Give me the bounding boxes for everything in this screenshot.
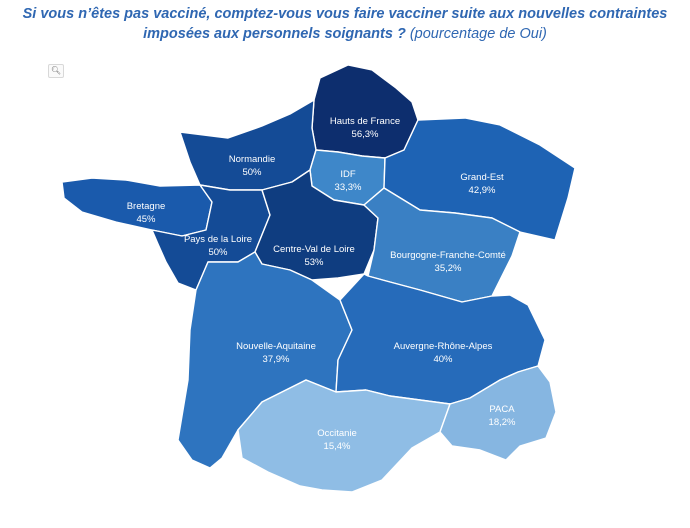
- region-name-occitanie: Occitanie: [317, 428, 357, 439]
- title-line-1: Si vous n’êtes pas vacciné, comptez-vous…: [22, 6, 668, 22]
- region-value-normandie: 50%: [242, 167, 262, 178]
- region-value-paca: 18,2%: [489, 417, 516, 428]
- title-suffix: (pourcentage de Oui): [409, 26, 547, 42]
- region-name-bourgogne-franche-comte: Bourgogne-Franche-Comté: [390, 250, 506, 261]
- zoom-button[interactable]: 🔍︎: [48, 64, 64, 78]
- region-hauts-de-france[interactable]: [311, 64, 419, 159]
- title-question: imposées aux personnels soignants ?: [143, 26, 406, 42]
- region-name-grand-est: Grand-Est: [460, 172, 504, 183]
- map-title: Si vous n’êtes pas vacciné, comptez-vous…: [0, 4, 690, 44]
- region-name-idf: IDF: [340, 169, 356, 180]
- region-value-hauts-de-france: 56,3%: [352, 129, 379, 140]
- region-value-nouvelle-aquitaine: 37,9%: [263, 354, 290, 365]
- region-value-pays-de-la-loire: 50%: [208, 247, 228, 258]
- region-value-centre-val-de-loire: 53%: [304, 257, 324, 268]
- region-value-bourgogne-franche-comte: 35,2%: [435, 263, 462, 274]
- region-name-centre-val-de-loire: Centre-Val de Loire: [273, 244, 355, 255]
- region-name-normandie: Normandie: [229, 154, 275, 165]
- region-name-hauts-de-france: Hauts de France: [330, 116, 400, 127]
- region-value-idf: 33,3%: [335, 182, 362, 193]
- region-name-nouvelle-aquitaine: Nouvelle-Aquitaine: [236, 341, 316, 352]
- region-name-paca: PACA: [489, 404, 515, 415]
- region-bourgogne-franche-comte[interactable]: [363, 187, 521, 303]
- region-name-auvergne-rhone-alpes: Auvergne-Rhône-Alpes: [394, 341, 493, 352]
- magnifier-icon: 🔍︎: [50, 66, 62, 75]
- title-line-2: imposées aux personnels soignants ? (pou…: [0, 24, 690, 44]
- region-value-bretagne: 45%: [136, 214, 156, 225]
- region-name-pays-de-la-loire: Pays de la Loire: [184, 234, 252, 245]
- region-value-grand-est: 42,9%: [469, 185, 496, 196]
- region-value-auvergne-rhone-alpes: 40%: [433, 354, 453, 365]
- region-paca[interactable]: [439, 365, 557, 461]
- region-value-occitanie: 15,4%: [324, 441, 351, 452]
- region-name-bretagne: Bretagne: [127, 201, 166, 212]
